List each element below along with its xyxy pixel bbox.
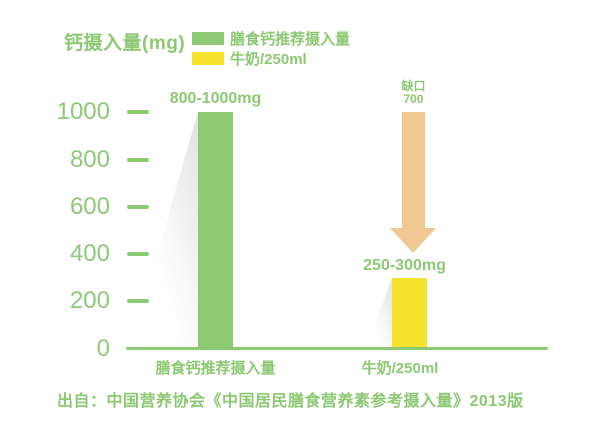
bar-milk-250ml (392, 278, 427, 347)
tick-dash-800 (127, 158, 149, 162)
bar-value-recommended: 800-1000mg (169, 90, 262, 107)
x-axis-line (126, 347, 548, 350)
legend-swatch-green (192, 31, 224, 45)
tick-dash-200 (127, 299, 149, 303)
ytick-0: 0 (96, 335, 110, 362)
bar-recommended-intake (198, 112, 233, 347)
gap-label-value: 700 (403, 92, 424, 106)
tick-dash-1000 (127, 110, 149, 114)
gap-arrow-shaft (402, 112, 425, 229)
gap-arrow-down-icon (390, 228, 436, 253)
chart-legend: 膳食钙推荐摄入量 牛奶/250ml (192, 30, 350, 70)
legend-label: 牛奶/250ml (230, 50, 307, 68)
legend-item-milk: 牛奶/250ml (192, 50, 350, 68)
tick-dash-400 (127, 252, 149, 256)
gap-label-text: 缺口 (401, 79, 426, 93)
bar-value-milk: 250-300mg (363, 257, 446, 274)
ytick-800: 800 (69, 146, 110, 173)
gap-annotation-label: 缺口 700 (385, 80, 442, 106)
category-label-milk: 牛奶/250ml (361, 360, 439, 377)
legend-item-recommended: 膳食钙推荐摄入量 (192, 30, 351, 48)
green-bar-shadow (130, 112, 198, 347)
yellow-bar-shadow (366, 278, 392, 347)
chart-title: 钙摄入量(mg) (64, 33, 186, 54)
ytick-1000: 1000 (56, 98, 110, 125)
category-label-recommended: 膳食钙推荐摄入量 (155, 360, 276, 377)
legend-label: 膳食钙推荐摄入量 (230, 30, 351, 48)
source-citation: 出自：中国营养协会《中国居民膳食营养素参考摄入量》2013版 (57, 393, 524, 410)
ytick-200: 200 (69, 287, 110, 314)
tick-dash-600 (127, 205, 149, 209)
ytick-400: 400 (69, 240, 110, 267)
ytick-600: 600 (69, 193, 110, 220)
legend-swatch-yellow (192, 51, 224, 65)
